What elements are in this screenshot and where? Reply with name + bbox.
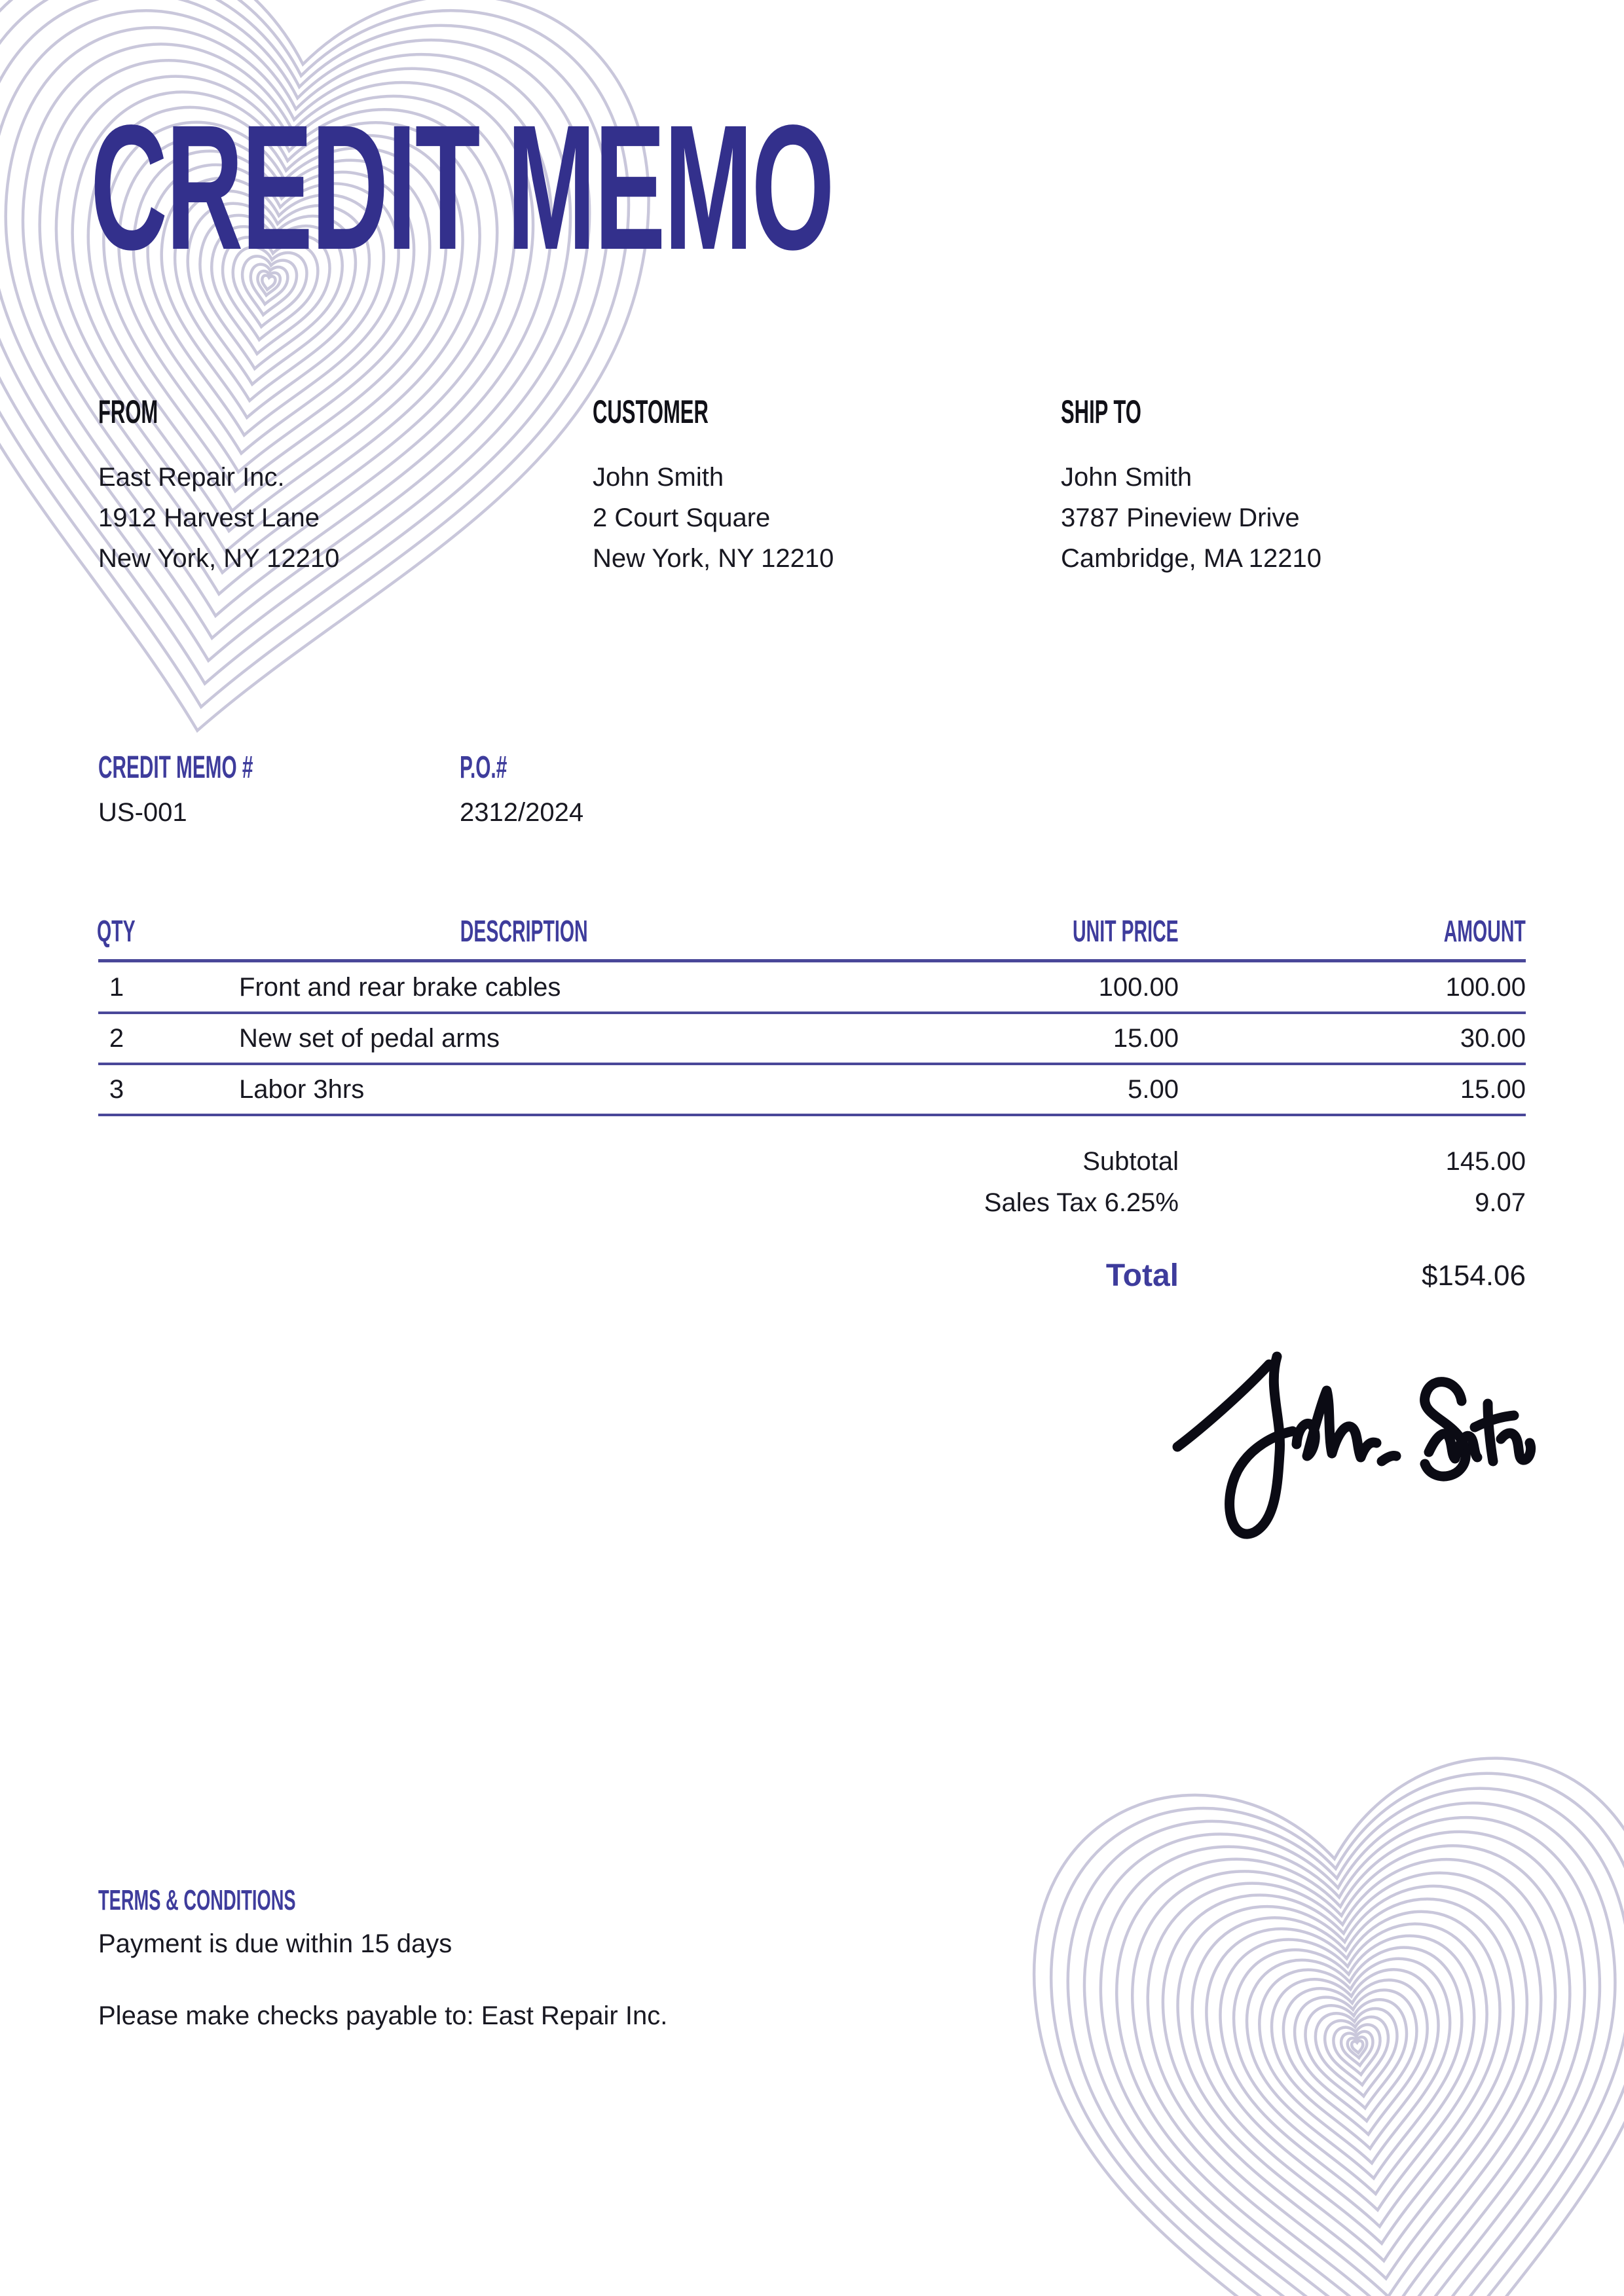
from-street: 1912 Harvest Lane (98, 503, 320, 532)
row3-description: Labor 3hrs (239, 1075, 365, 1104)
ship-to-label: SHIP TO (1061, 393, 1141, 430)
credit-memo-number-block: CREDIT MEMO # US-001 (98, 750, 348, 829)
row1-amount: 100.00 (1445, 973, 1526, 1002)
credit-memo-number-value: US-001 (98, 798, 187, 827)
from-city: New York, NY 12210 (98, 544, 340, 573)
customer-label: CUSTOMER (593, 393, 709, 430)
terms-block: TERMS & CONDITIONS (98, 1884, 416, 1917)
page-title: CREDIT MEMO (90, 98, 1328, 276)
terms-line-payment: Payment is due within 15 days (98, 1929, 452, 1958)
subtotal-label: Subtotal (1082, 1147, 1179, 1176)
row3-amount: 15.00 (1460, 1075, 1526, 1104)
row2-description: New set of pedal arms (239, 1024, 500, 1053)
table-row-rule (98, 1011, 1526, 1014)
table-row-rule (98, 1063, 1526, 1065)
row2-amount: 30.00 (1460, 1024, 1526, 1053)
terms-label: TERMS & CONDITIONS (98, 1884, 296, 1916)
subtotal-value: 145.00 (1445, 1147, 1526, 1176)
sales-tax-label: Sales Tax 6.25% (984, 1188, 1179, 1217)
terms-line-checks: Please make checks payable to: East Repa… (98, 2001, 668, 2030)
po-number-value: 2312/2024 (460, 798, 584, 827)
row1-qty: 1 (109, 973, 124, 1002)
from-company: East Repair Inc. (98, 463, 285, 492)
ship-to-name: John Smith (1061, 463, 1192, 492)
po-number-block: P.O.# 2312/2024 (460, 750, 583, 829)
customer-street: 2 Court Square (593, 503, 771, 532)
row1-unit-price: 100.00 (1098, 973, 1179, 1002)
ship-to-block: SHIP TO John Smith 3787 Pineview Drive C… (1061, 393, 1519, 579)
from-block: FROM East Repair Inc. 1912 Harvest Lane … (98, 393, 557, 579)
ship-to-street: 3787 Pineview Drive (1061, 503, 1300, 532)
row3-qty: 3 (109, 1075, 124, 1104)
table-header-rule (98, 959, 1526, 962)
qty-column-header: QTY (97, 914, 136, 948)
total-label: Total (1105, 1258, 1179, 1293)
po-number-label: P.O.# (460, 750, 507, 785)
customer-block: CUSTOMER John Smith 2 Court Square New Y… (593, 393, 1051, 579)
sales-tax-value: 9.07 (1475, 1188, 1526, 1217)
row1-description: Front and rear brake cables (239, 973, 561, 1002)
customer-name: John Smith (593, 463, 724, 492)
row2-qty: 2 (109, 1024, 124, 1053)
customer-city: New York, NY 12210 (593, 544, 834, 573)
amount-column-header: AMOUNT (1443, 914, 1526, 948)
row2-unit-price: 15.00 (1113, 1024, 1179, 1053)
signature (1172, 1351, 1536, 1539)
table-row-rule (98, 1114, 1526, 1116)
ship-to-city: Cambridge, MA 12210 (1061, 544, 1322, 573)
total-value: $154.06 (1421, 1260, 1526, 1292)
description-column-header: DESCRIPTION (460, 914, 588, 948)
row3-unit-price: 5.00 (1128, 1075, 1179, 1104)
page-title-text: CREDIT MEMO (90, 88, 834, 287)
credit-memo-number-label: CREDIT MEMO # (98, 750, 253, 785)
unit-price-column-header: UNIT PRICE (1073, 914, 1179, 948)
from-label: FROM (98, 393, 158, 430)
